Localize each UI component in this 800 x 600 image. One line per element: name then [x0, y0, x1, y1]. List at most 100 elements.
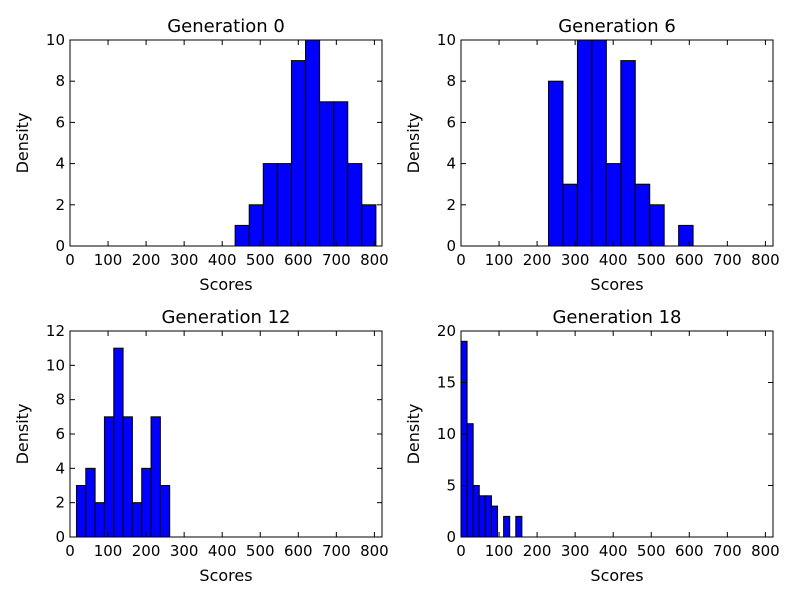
- x-tick-label: 700: [713, 542, 742, 560]
- x-tick-label: 200: [132, 542, 161, 560]
- y-tick-label: 6: [55, 113, 65, 131]
- x-tick-label: 400: [208, 251, 237, 269]
- histogram-bar: [85, 467, 96, 538]
- x-tick-label: 800: [360, 251, 389, 269]
- histogram-bar: [562, 183, 578, 247]
- x-tick-label: 300: [170, 542, 199, 560]
- histogram-bar: [141, 467, 152, 538]
- histogram-bar: [319, 101, 335, 247]
- histogram-bar: [248, 204, 264, 247]
- y-tick-label: 10: [46, 31, 65, 49]
- histogram-bar: [503, 515, 511, 538]
- plot-frame: [460, 330, 774, 538]
- histogram-panel: 0 100 200 300 400 500 600 700 800 0 2 4 6 8 10 Generati…: [404, 16, 780, 294]
- histogram-bar: [113, 347, 124, 538]
- y-tick-label: 4: [55, 155, 65, 173]
- x-tick-label: 700: [322, 542, 351, 560]
- panel-title: Generation 0: [167, 16, 285, 37]
- y-tick-label: 6: [55, 425, 65, 443]
- x-tick-label: 0: [65, 542, 75, 560]
- y-tick-label: 8: [55, 72, 65, 90]
- x-tick-label: 800: [360, 542, 389, 560]
- histogram-bar: [649, 204, 665, 247]
- y-tick-label: 20: [437, 322, 456, 340]
- x-tick-label: 500: [246, 542, 275, 560]
- histogram-bar: [150, 416, 161, 538]
- x-tick-label: 500: [637, 542, 666, 560]
- x-tick-label: 0: [456, 251, 466, 269]
- x-tick-label: 600: [284, 542, 313, 560]
- histogram-bar: [333, 101, 349, 247]
- histogram-bar: [75, 485, 87, 538]
- x-tick-label: 600: [675, 251, 704, 269]
- histogram-panel: 0 100 200 300 400 500 600 700 800 0 2 4 6 8 10 Generati…: [13, 16, 389, 294]
- histogram-bar: [605, 163, 622, 247]
- x-tick-label: 200: [523, 251, 552, 269]
- histogram-panel: 0 100 200 300 400 500 600 700 800 0 5 10 15 20 Generat…: [404, 307, 780, 585]
- histogram-bar: [472, 485, 480, 538]
- x-tick-label: 500: [246, 251, 275, 269]
- y-tick-label: 0: [55, 237, 65, 255]
- x-tick-label: 0: [456, 542, 466, 560]
- histogram-bar: [466, 423, 474, 538]
- x-tick-label: 600: [675, 542, 704, 560]
- x-axis-label: Scores: [199, 566, 252, 585]
- y-tick-label: 12: [46, 322, 65, 340]
- x-axis-label: Scores: [590, 566, 643, 585]
- y-tick-label: 0: [446, 237, 456, 255]
- x-tick-label: 400: [599, 251, 628, 269]
- x-tick-label: 500: [637, 251, 666, 269]
- y-tick-label: 4: [446, 155, 456, 173]
- x-tick-label: 300: [561, 251, 590, 269]
- histogram-bar: [94, 502, 105, 538]
- panel-title: Generation 12: [161, 307, 290, 328]
- histogram-bar: [548, 80, 564, 247]
- y-tick-label: 2: [446, 196, 456, 214]
- x-tick-label: 100: [94, 251, 123, 269]
- y-tick-label: 8: [55, 391, 65, 409]
- histogram-bar: [290, 60, 307, 247]
- panel-title: Generation 18: [552, 307, 681, 328]
- histogram-bar: [478, 495, 486, 538]
- x-tick-label: 400: [208, 542, 237, 560]
- histogram-bar: [122, 416, 133, 538]
- x-tick-label: 200: [523, 542, 552, 560]
- histogram-bar: [678, 224, 694, 247]
- y-axis-label: Density: [13, 113, 32, 174]
- y-tick-label: 4: [55, 459, 65, 477]
- x-tick-label: 100: [94, 542, 123, 560]
- histogram-bar: [490, 505, 499, 538]
- x-axis-label: Scores: [590, 275, 643, 294]
- y-tick-label: 10: [437, 425, 456, 443]
- x-tick-label: 800: [751, 542, 780, 560]
- histogram-bar: [591, 39, 607, 247]
- y-tick-label: 8: [446, 72, 456, 90]
- y-tick-label: 5: [446, 477, 456, 495]
- x-tick-label: 400: [599, 542, 628, 560]
- x-tick-label: 100: [485, 251, 514, 269]
- y-tick-label: 6: [446, 113, 456, 131]
- y-axis-label: Density: [404, 113, 423, 174]
- y-tick-label: 15: [437, 374, 456, 392]
- histogram-bar: [103, 416, 115, 538]
- histogram-bar: [361, 204, 377, 247]
- histogram-bar: [634, 183, 651, 247]
- x-tick-label: 700: [713, 251, 742, 269]
- x-tick-label: 300: [170, 251, 199, 269]
- x-tick-label: 600: [284, 251, 313, 269]
- x-axis-label: Scores: [199, 275, 252, 294]
- x-tick-label: 800: [751, 251, 780, 269]
- histogram-bar: [234, 224, 250, 247]
- histogram-bar: [620, 60, 636, 247]
- histogram-bar: [484, 495, 492, 538]
- histogram-bar: [515, 515, 523, 538]
- x-tick-label: 100: [485, 542, 514, 560]
- histogram-bar: [305, 39, 321, 247]
- x-tick-label: 300: [561, 542, 590, 560]
- x-tick-label: 200: [132, 251, 161, 269]
- y-axis-label: Density: [404, 404, 423, 465]
- y-tick-label: 10: [437, 31, 456, 49]
- histogram-bar: [262, 163, 278, 247]
- histogram-bar: [576, 39, 593, 247]
- y-tick-label: 2: [55, 494, 65, 512]
